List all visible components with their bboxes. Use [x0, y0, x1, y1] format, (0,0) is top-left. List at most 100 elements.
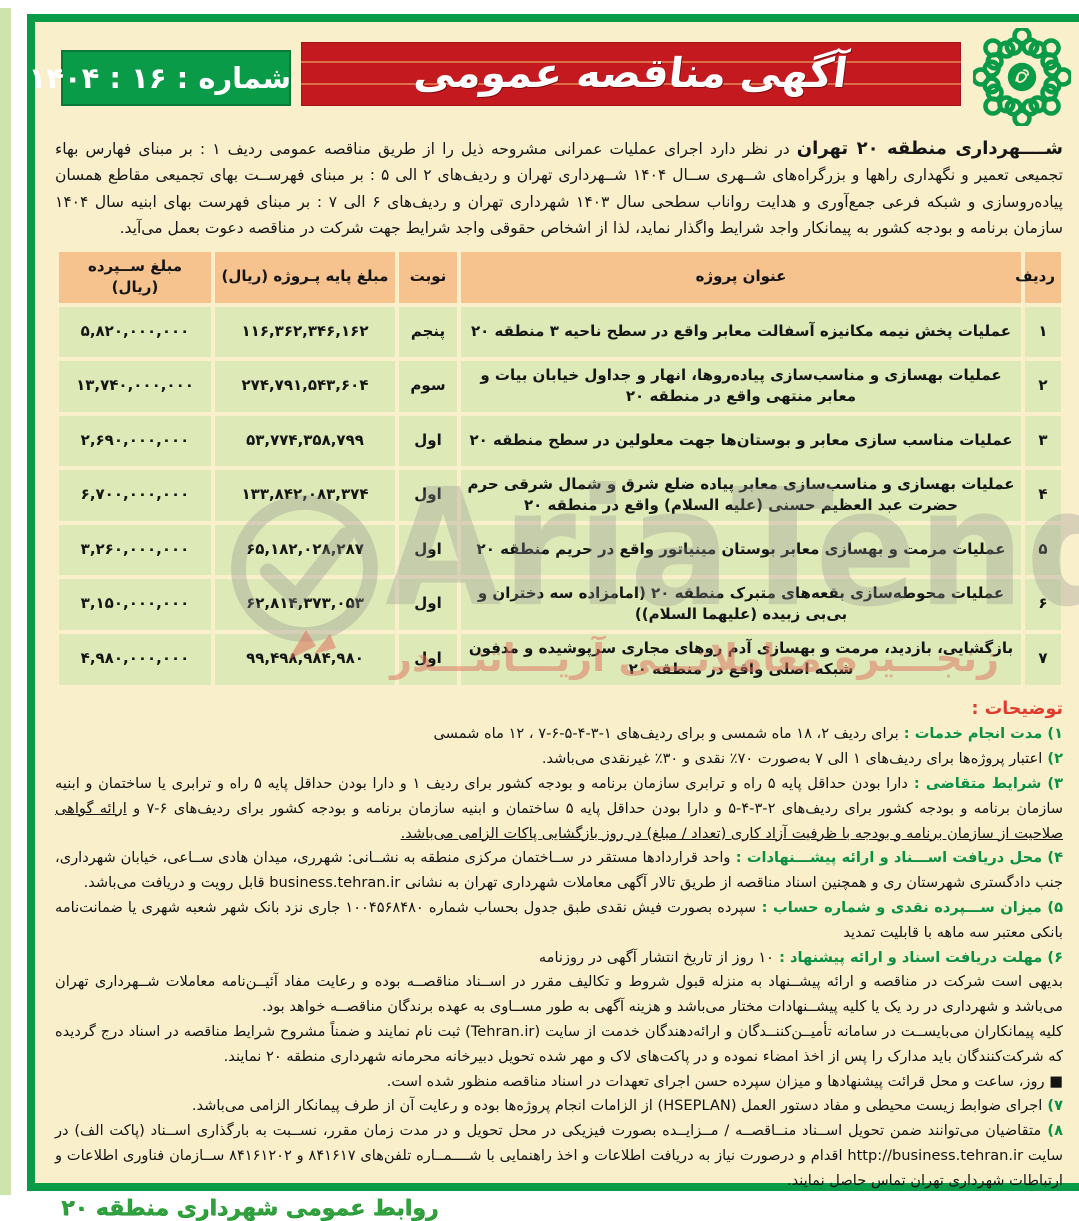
table-row: ۶ عملیات محوطه‌سازی بقعه‌های متبرک منطقه …: [59, 578, 1061, 630]
row-number-cell: ۳: [1025, 415, 1061, 466]
table-row: ۴ عملیات بهسازی و مناسب‌سازی معابر پیاده …: [59, 469, 1061, 521]
notice-frame: آگهی مناقصه عمومی شماره : ۱۶ : ۱۴۰۴ شـــ…: [27, 14, 1079, 1221]
banner-stripe: [301, 61, 961, 63]
logo-petal: [983, 38, 1016, 71]
note-text: واحد قراردادها مستقر در ســاختمان مرکزی …: [55, 849, 1063, 892]
scan-edge-strip: [0, 8, 11, 1195]
notes-list: ۱) مدت انجام خدمات : برای ردیف ۲، ۱۸ ماه…: [55, 722, 1063, 1193]
tehran-municipality-logo-icon: [973, 28, 1071, 126]
column-header-1: عنوان پروژه: [461, 251, 1021, 303]
turn-cell: اول: [399, 578, 457, 630]
column-header-0: ردیف: [1015, 251, 1061, 303]
base-amount-cell: ۱۳۳,۸۴۲,۰۸۳,۳۷۴: [215, 469, 395, 521]
note-item: ۴) محل دریافت اســـناد و ارائه پیشـــنها…: [55, 846, 1063, 896]
note-number: ۶): [1042, 948, 1063, 966]
note-text: سپرده بصورت فیش نقدی طبق جدول بحساب شمار…: [55, 899, 1063, 941]
deposit-amount-cell: ۶,۷۰۰,۰۰۰,۰۰۰: [59, 469, 211, 521]
column-header-3: مبلغ پایه پـروژه (ریال): [215, 251, 395, 303]
public-relations-footer: روابط عمومی شهرداری منطقه ۲۰: [61, 1195, 439, 1221]
note-item: ۸) متقاضیان می‌توانند ضمن تحویل اســناد …: [55, 1119, 1063, 1193]
table-row: ۳ عملیات مناسب سازی معابر و بوستان‌ها جهت…: [59, 415, 1061, 466]
note-label: میزان ســـپرده نقدی و شماره حساب :: [756, 899, 1042, 916]
row-number-cell: ۵: [1025, 524, 1061, 575]
row-number-cell: ۴: [1025, 469, 1061, 521]
note-text: متقاضیان می‌توانند ضمن تحویل اســناد منـ…: [55, 1122, 1063, 1189]
note-item: ۵) میزان ســـپرده نقدی و شماره حساب : سپ…: [55, 896, 1063, 946]
note-number: ۲): [1042, 750, 1063, 768]
note-text: ■ روز، ساعت و محل قرائت پیشنهادها و میزا…: [386, 1072, 1063, 1090]
notice-title: آگهی مناقصه عمومی: [411, 49, 851, 97]
note-text: بدیهی است شرکت در مناقصه و ارائه پیشــنه…: [55, 973, 1063, 1016]
logo-petal: [1004, 98, 1040, 126]
note-paragraph: کلیه پیمانکاران می‌بایســت در سامانه تأم…: [55, 1020, 1063, 1070]
deposit-amount-cell: ۱۳,۷۴۰,۰۰۰,۰۰۰: [59, 360, 211, 412]
table-row: ۷ بازگشایی، بازدید، مرمت و بهسازی آدم روه…: [59, 633, 1061, 685]
turn-cell: اول: [399, 469, 457, 521]
turn-cell: اول: [399, 633, 457, 685]
project-title-cell: عملیات مناسب سازی معابر و بوستان‌ها جهت …: [461, 415, 1021, 466]
notice-number-badge: شماره : ۱۶ : ۱۴۰۴: [29, 50, 291, 106]
note-text: ۱۰ روز از تاریخ انتشار آگهی در روزنامه: [538, 948, 775, 966]
table-row: ۵ عملیات مرمت و بهسازی معابر بوستان مینیا…: [59, 524, 1061, 575]
logo-petal: [983, 83, 1016, 116]
row-number-cell: ۲: [1025, 360, 1061, 412]
row-number-cell: ۶: [1025, 578, 1061, 630]
project-title-cell: عملیات بهسازی و مناسب‌سازی معابر پیاده ض…: [461, 469, 1021, 521]
column-header-4: مبلغ ســپرده (ریال): [59, 251, 211, 303]
deposit-amount-cell: ۲,۶۹۰,۰۰۰,۰۰۰: [59, 415, 211, 466]
project-title-cell: عملیات مرمت و بهسازی معابر بوستان مینیات…: [461, 524, 1021, 575]
base-amount-cell: ۶۲,۸۱۴,۳۷۳,۰۵۳: [215, 578, 395, 630]
tender-table: ردیف عنوان پروژه نوبت مبلغ پایه پـروژه (ریا…: [55, 248, 1065, 689]
note-text: دارا بودن حداقل پایه ۵ راه و ترابری سازم…: [55, 775, 1063, 817]
note-item: ۲) اعتبار پروژه‌ها برای ردیف‌های ۱ الی ۷…: [55, 747, 1063, 772]
base-amount-cell: ۹۹,۴۹۸,۹۸۴,۹۸۰: [215, 633, 395, 685]
note-number: ۱): [1042, 725, 1063, 743]
deposit-amount-cell: ۵,۸۲۰,۰۰۰,۰۰۰: [59, 306, 211, 357]
intro-lead: شــــهرداری منطقه ۲۰ تهران: [796, 138, 1063, 159]
note-item: ۱) مدت انجام خدمات : برای ردیف ۲، ۱۸ ماه…: [55, 722, 1063, 747]
turn-cell: پنجم: [399, 306, 457, 357]
note-number: ۵): [1041, 899, 1063, 916]
note-text: اجرای ضوابط زیست محیطی و مفاد دستور العم…: [191, 1097, 1043, 1115]
deposit-amount-cell: ۴,۹۸۰,۰۰۰,۰۰۰: [59, 633, 211, 685]
project-title-cell: عملیات پخش نیمه مکانیزه آسفالت معابر واق…: [461, 306, 1021, 357]
intro-paragraph: شــــهرداری منطقه ۲۰ تهران در نظر دارد ا…: [55, 136, 1063, 242]
project-title-cell: بازگشایی، بازدید، مرمت و بهسازی آدم روها…: [461, 633, 1021, 685]
note-label: شرایط متقاضی :: [907, 775, 1042, 793]
note-paragraph: ■ روز، ساعت و محل قرائت پیشنهادها و میزا…: [55, 1070, 1063, 1095]
table-row: ۱ عملیات پخش نیمه مکانیزه آسفالت معابر وا…: [59, 306, 1061, 357]
logo-calligraphy: [1015, 69, 1029, 83]
project-title-cell: عملیات محوطه‌سازی بقعه‌های متبرک منطقه ۲…: [461, 578, 1021, 630]
banner-stripe: [301, 83, 961, 85]
base-amount-cell: ۱۱۶,۳۶۲,۳۴۶,۱۶۲: [215, 306, 395, 357]
note-text: کلیه پیمانکاران می‌بایســت در سامانه تأم…: [55, 1022, 1063, 1065]
note-number: ۸): [1041, 1122, 1063, 1140]
note-number: ۴): [1042, 849, 1063, 867]
note-item: ۶) مهلت دریافت اسناد و ارائه پیشنهاد : ۱…: [55, 946, 1063, 971]
turn-cell: اول: [399, 524, 457, 575]
base-amount-cell: ۵۳,۷۷۴,۳۵۸,۷۹۹: [215, 415, 395, 466]
note-paragraph: بدیهی است شرکت در مناقصه و ارائه پیشــنه…: [55, 970, 1063, 1020]
scanned-tender-notice: { "header": { "title": "آگهی مناقصه عموم…: [0, 8, 1079, 1221]
notes-title: توضیحات :: [971, 698, 1063, 719]
notice-header: آگهی مناقصه عمومی شماره : ۱۶ : ۱۴۰۴: [29, 28, 1071, 132]
deposit-amount-cell: ۳,۱۵۰,۰۰۰,۰۰۰: [59, 578, 211, 630]
table-header-row: ردیف عنوان پروژه نوبت مبلغ پایه پـروژه (ریا…: [59, 251, 1061, 303]
note-text-underlined: ارائه گواهی صلاحیت از سازمان برنامه و بو…: [55, 799, 1063, 842]
intro-body: در نظر دارد اجرای عملیات عمرانی مشروحه ذ…: [55, 140, 1063, 238]
row-number-cell: ۱: [1025, 306, 1061, 357]
note-text: برای ردیف ۲، ۱۸ ماه شمسی و برای ردیف‌های…: [433, 725, 899, 743]
note-number: ۷): [1042, 1097, 1063, 1115]
note-label: مهلت دریافت اسناد و ارائه پیشنهاد :: [774, 948, 1043, 966]
row-number-cell: ۷: [1025, 633, 1061, 685]
logo-petal: [1043, 59, 1071, 95]
table-row: ۲ عملیات بهسازی و مناسب‌سازی پیاده‌روها، …: [59, 360, 1061, 412]
base-amount-cell: ۶۵,۱۸۲,۰۲۸,۲۸۷: [215, 524, 395, 575]
note-text: اعتبار پروژه‌ها برای ردیف‌های ۱ الی ۷ به…: [541, 750, 1043, 768]
note-number: ۳): [1041, 775, 1064, 793]
turn-cell: سوم: [399, 360, 457, 412]
note-item: ۷) اجرای ضوابط زیست محیطی و مفاد دستور ا…: [55, 1094, 1063, 1119]
deposit-amount-cell: ۳,۲۶۰,۰۰۰,۰۰۰: [59, 524, 211, 575]
note-item: ۳) شرایط متقاضی : دارا بودن حداقل پایه ۵…: [55, 772, 1063, 846]
notes-section: توضیحات : ۱) مدت انجام خدمات : برای ردیف…: [55, 697, 1063, 1194]
